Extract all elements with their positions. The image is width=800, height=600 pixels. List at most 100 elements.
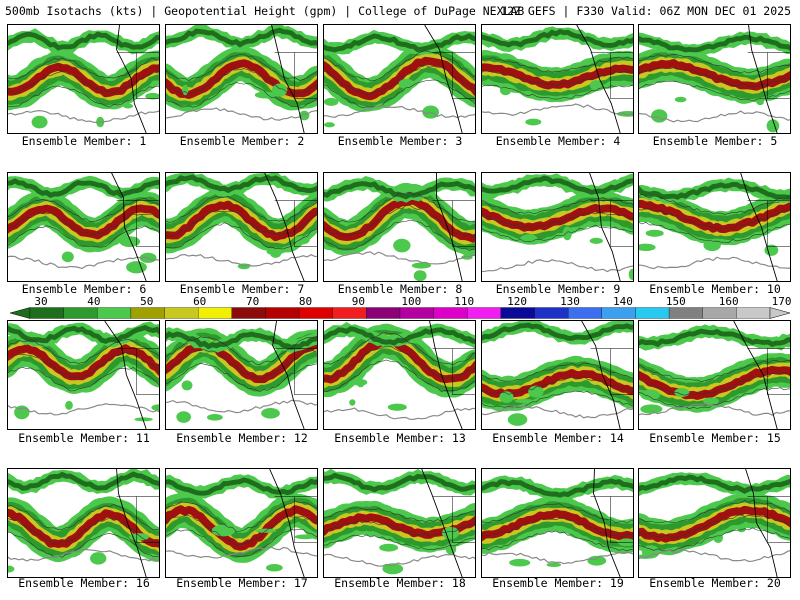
height-contour: [8, 504, 159, 530]
state-border: [136, 200, 159, 247]
height-contour-south: [482, 405, 633, 419]
coastline: [745, 469, 778, 577]
isotach-map-svg: [324, 25, 475, 133]
jet-core-north: [8, 324, 159, 344]
state-border: [610, 200, 633, 247]
wind-speed-blob: [651, 109, 668, 123]
jet-core-north: [324, 472, 475, 493]
ensemble-member-label: Ensemble Member: 18: [334, 576, 466, 590]
jet-core-north: [166, 174, 317, 194]
ensemble-member-map: [638, 172, 791, 282]
coastline: [593, 469, 621, 577]
wind-speed-blob: [145, 92, 159, 100]
wind-speed-blob: [151, 404, 159, 411]
ensemble-member-map: [7, 320, 160, 430]
wind-speed-blob: [90, 552, 107, 565]
wind-speed-blob: [126, 261, 147, 274]
height-contour: [482, 84, 633, 100]
state-border: [294, 52, 317, 99]
ensemble-member-map: [323, 468, 476, 578]
height-contour: [8, 532, 159, 558]
jet-core: [639, 59, 790, 91]
isotach-map-svg: [639, 469, 790, 577]
state-border: [452, 52, 475, 99]
height-contour: [639, 222, 790, 243]
ensemble-member-label: Ensemble Member: 15: [649, 431, 781, 445]
state-border: [294, 348, 317, 395]
height-contour: [166, 336, 317, 366]
ensemble-member-label: Ensemble Member: 6: [21, 282, 147, 296]
wind-speed-blob: [53, 555, 64, 561]
height-contour: [482, 390, 633, 408]
isotach-map-svg: [8, 321, 159, 429]
coastline: [589, 173, 621, 281]
ensemble-member-map: [165, 468, 318, 578]
ensemble-member-label: Ensemble Member: 2: [179, 134, 305, 148]
jet-core-north: [8, 31, 159, 51]
colorbar-tick-label: 60: [193, 295, 207, 308]
isotach-map-svg: [8, 469, 159, 577]
ensemble-member-label: Ensemble Member: 11: [18, 431, 150, 445]
state-border: [452, 496, 475, 543]
colorbar-tick-label: 90: [351, 295, 366, 308]
isotach-map-svg: [8, 25, 159, 133]
wind-speed-blob: [261, 407, 280, 419]
height-contour: [324, 191, 475, 223]
colorbar-segment: [265, 307, 300, 319]
height-contour: [324, 50, 475, 82]
ensemble-member-map: [481, 468, 634, 578]
wind-speed-blob: [713, 532, 723, 544]
ensemble-member-map: [7, 172, 160, 282]
colorbar-tick-label: 170: [771, 295, 792, 308]
state-border: [136, 52, 159, 99]
wind-speed-blob: [271, 83, 288, 97]
state-border: [610, 348, 633, 395]
coastline: [269, 469, 305, 577]
height-contour: [166, 53, 317, 82]
wind-speed-blob: [639, 243, 656, 252]
height-contour-south: [8, 548, 159, 562]
jet-core-north: [482, 478, 633, 498]
wind-speed-blob: [266, 248, 284, 256]
colorbar-tick-label: 130: [560, 295, 580, 308]
colorbar-segment: [399, 307, 434, 319]
height-contour-south: [639, 402, 790, 416]
height-contour: [166, 82, 317, 108]
height-contour: [8, 339, 159, 364]
colorbar-segment: [668, 307, 703, 319]
wind-speed-blob: [640, 389, 661, 401]
wind-speed-blob: [674, 388, 690, 398]
ensemble-member-label: Ensemble Member: 4: [495, 134, 621, 148]
jet-core: [8, 62, 159, 98]
ensemble-member-label: Ensemble Member: 3: [337, 134, 463, 148]
wind-speed-blob: [509, 558, 531, 567]
coastline: [733, 321, 778, 429]
coastline: [271, 25, 305, 133]
coastline: [111, 173, 147, 281]
ensemble-member-map: [323, 320, 476, 430]
header-title: 500mb Isotachs (kts) | Geopotential Heig…: [5, 4, 525, 18]
height-contour-south: [166, 399, 317, 414]
colorbar-tick-label: 150: [665, 295, 686, 308]
wind-speed-blob: [387, 403, 407, 411]
wind-speed-blob: [379, 543, 399, 552]
wind-speed-blob: [294, 534, 316, 540]
colorbar-tick-label: 40: [87, 295, 101, 308]
ensemble-member-label: Ensemble Member: 8: [337, 282, 463, 296]
isotach-map-svg: [639, 173, 790, 281]
colorbar-left-arrow: [10, 307, 31, 319]
colorbar-tick-label: 110: [454, 295, 475, 308]
jet-core-north: [482, 175, 633, 195]
wind-speed-blob: [211, 524, 236, 537]
isotach-map-svg: [482, 25, 633, 133]
ensemble-member-label: Ensemble Member: 5: [652, 134, 778, 148]
state-border: [767, 52, 790, 99]
isotach-map-svg: [324, 173, 475, 281]
state-border: [136, 348, 159, 395]
height-contour: [166, 210, 317, 237]
height-contour: [324, 520, 475, 537]
ensemble-member-label: Ensemble Member: 16: [18, 576, 150, 590]
colorbar-segment: [298, 307, 333, 319]
state-border: [452, 200, 475, 247]
wind-speed-blob: [176, 411, 191, 423]
